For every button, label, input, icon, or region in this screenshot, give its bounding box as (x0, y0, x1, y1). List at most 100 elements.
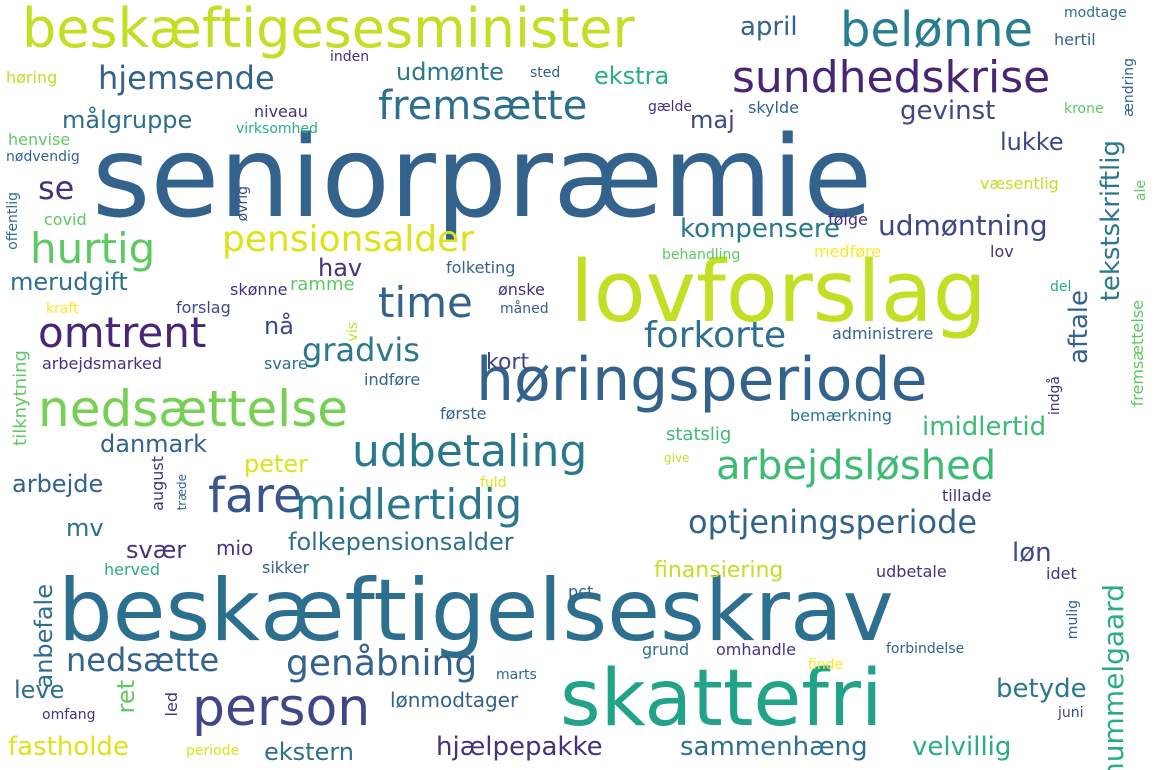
word-tekstskriftlig: tekstskriftlig (1096, 140, 1126, 302)
word-hummelgaard: hummelgaard (1097, 584, 1130, 770)
word-lov: lov (990, 242, 1014, 261)
word-foelge: følge (828, 210, 868, 229)
word-loen: løn (1012, 538, 1052, 568)
word-fremsaette: fremsætte (378, 83, 588, 129)
word-hav: hav (318, 254, 363, 282)
word-finde: finde (808, 657, 844, 673)
word-tillade: tillade (942, 486, 992, 505)
word-skattefri: skattefri (560, 654, 883, 744)
word-beloenne: belønne (840, 2, 1034, 58)
word-april: april (740, 12, 798, 42)
word-krone: krone (1064, 101, 1104, 117)
word-marts: marts (496, 667, 537, 683)
word-periode: periode (186, 743, 240, 759)
word-modtage: modtage (1064, 5, 1127, 21)
word-hertil: hertil (1054, 30, 1096, 49)
word-hjaelpepakke: hjælpepakke (436, 732, 603, 762)
word-indgaa: indgå (1047, 376, 1063, 416)
word-omtrent: omtrent (38, 308, 207, 357)
word-omhandle: omhandle (716, 640, 796, 659)
word-naa: nå (264, 312, 294, 340)
word-lukke: lukke (1000, 128, 1064, 156)
word-aftale: aftale (1064, 290, 1094, 364)
word-ekstern: ekstern (264, 738, 354, 766)
word-velvillig: velvillig (912, 732, 1012, 762)
word-udmoentning: udmøntning (878, 209, 1048, 242)
word-folkepensionsalder: folkepensionsalder (288, 528, 514, 556)
word-pensionsalder: pensionsalder (222, 219, 475, 260)
word-midlertidig: midlertidig (295, 480, 523, 529)
word-hoering: høring (6, 68, 58, 87)
word-time: time (378, 278, 473, 327)
word-oenske: ønske (498, 280, 545, 299)
word-beskaeftigesesminister: beskæftigesesminister (22, 0, 635, 60)
word-sammenhaeng: sammenhæng (680, 732, 868, 762)
word-hjemsende: hjemsende (98, 59, 275, 97)
word-sikker: sikker (262, 558, 310, 577)
word-kort: kort (486, 350, 530, 375)
word-loenmodtager: lønmodtager (390, 688, 519, 712)
word-noedvendig: nødvendig (6, 149, 80, 165)
word-grund: grund (642, 640, 690, 659)
word-administrere: administrere (832, 324, 934, 343)
word-give: give (664, 451, 690, 465)
word-gradvis: gradvis (302, 331, 420, 369)
word-led: led (162, 692, 181, 717)
word-indfoere: indføre (364, 370, 421, 389)
word-person: person (192, 678, 371, 738)
word-virksomhed: virksomhed (236, 121, 318, 137)
word-beskaeftigelseskrav: beskæftigelseskrav (58, 561, 894, 661)
word-forbindelse: forbindelse (886, 641, 965, 657)
word-del: del (1050, 279, 1072, 295)
word-idet: idet (1046, 564, 1077, 583)
word-ret: ret (112, 680, 140, 714)
word-folketing: folketing (446, 258, 516, 277)
word-omfang: omfang (42, 707, 96, 723)
word-genaabning: genåbning (286, 643, 478, 684)
word-forslag: forslag (176, 298, 231, 317)
word-seniorpraemie: seniorpræmie (92, 113, 873, 243)
word-hurtig: hurtig (30, 224, 156, 273)
word-gaelde: gælde (648, 99, 693, 115)
word-leve: leve (14, 676, 65, 704)
word-aendring: ændring (1121, 58, 1137, 117)
word-sted: sted (530, 65, 561, 81)
word-fastholde: fastholde (8, 732, 129, 762)
word-maalgruppe: målgruppe (62, 106, 193, 134)
word-mio: mio (216, 536, 254, 560)
word-statslig: statslig (666, 424, 732, 445)
word-udmoente: udmønte (396, 58, 504, 86)
word-bemaerkning: bemærkning (790, 406, 893, 425)
word-mv: mv (66, 514, 104, 542)
word-niveau: niveau (254, 102, 308, 121)
word-pct: pct (568, 582, 594, 601)
word-hoeringsperiode: høringsperiode (476, 345, 928, 415)
word-ale: ale (1133, 180, 1149, 202)
word-sundhedskrise: sundhedskrise (732, 52, 1051, 103)
word-skoenne: skønne (230, 280, 288, 299)
word-lovforslag: lovforslag (570, 243, 987, 342)
word-anbefale: anbefale (30, 584, 58, 689)
word-imidlertid: imidlertid (922, 412, 1047, 442)
word-fare: fare (208, 468, 303, 524)
word-svaer: svær (126, 536, 187, 564)
word-maaned: måned (500, 301, 549, 317)
word-mulig: mulig (1065, 600, 1081, 640)
word-vis: vis (345, 322, 361, 342)
word-medfoere: medføre (814, 242, 882, 261)
word-foerste: første (440, 404, 487, 423)
word-kompensere: kompensere (680, 214, 840, 244)
word-nedsaettelse: nedsættelse (38, 380, 349, 438)
word-svare: svare (264, 354, 308, 373)
word-danmark: danmark (100, 430, 208, 458)
word-herved: herved (104, 560, 161, 579)
word-peter: peter (244, 450, 309, 478)
word-arbejde: arbejde (12, 470, 104, 498)
word-fuld: fuld (480, 475, 507, 491)
word-covid: covid (44, 210, 87, 229)
word-ekstra: ekstra (594, 62, 670, 90)
word-forkorte: forkorte (644, 315, 787, 356)
word-merudgift: merudgift (10, 268, 128, 296)
word-skylde: skylde (748, 98, 799, 117)
